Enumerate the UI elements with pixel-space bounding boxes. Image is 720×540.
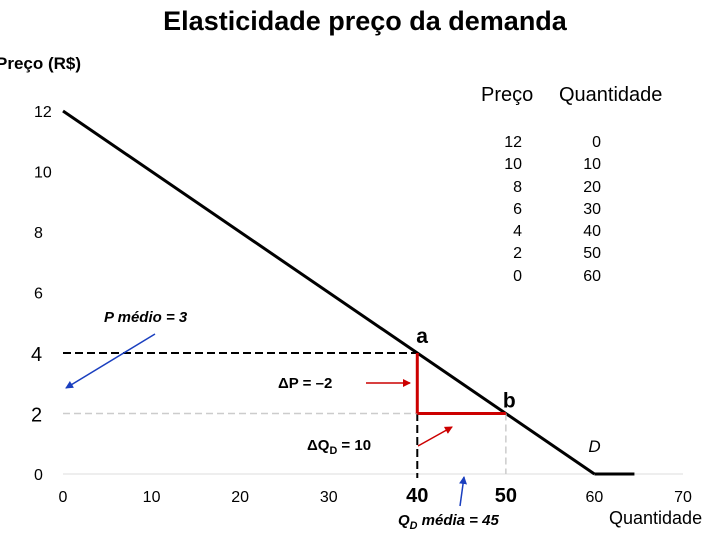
table-cell-quantity: 50 bbox=[583, 245, 601, 263]
demand-line bbox=[62, 109, 596, 476]
table-cell-price: 8 bbox=[513, 178, 522, 196]
table-cell-price: 6 bbox=[513, 200, 522, 218]
chart-title: Elasticidade preço da demanda bbox=[163, 6, 567, 36]
table-cell-quantity: 60 bbox=[583, 267, 601, 285]
y-tick-label: 12 bbox=[34, 104, 52, 121]
annotation-p-medio: P médio = 3 bbox=[104, 309, 188, 326]
annotation-q-media: QD média = 45 bbox=[398, 512, 499, 532]
x-tick-label: 30 bbox=[320, 489, 338, 506]
y-tick-label: 10 bbox=[34, 165, 52, 182]
table-cell-price: 2 bbox=[513, 245, 522, 263]
x-tick-label: 50 bbox=[495, 485, 517, 507]
point-label-b: b bbox=[503, 390, 516, 413]
table-cell-price: 0 bbox=[513, 267, 522, 285]
y-tick-label: 0 bbox=[34, 467, 43, 484]
x-tick-label: 0 bbox=[59, 489, 68, 506]
y-tick-label: 2 bbox=[31, 405, 42, 427]
y-tick-label: 4 bbox=[31, 344, 42, 366]
table-cell-quantity: 30 bbox=[583, 200, 601, 218]
table-cell-price: 4 bbox=[513, 223, 522, 241]
annotation-delta-p: ΔP = –2 bbox=[278, 375, 332, 392]
x-tick-label: 60 bbox=[586, 489, 604, 506]
point-label-a: a bbox=[416, 325, 428, 348]
annotation-delta-q: ΔQD = 10 bbox=[307, 437, 371, 457]
arrow-q-media bbox=[459, 476, 468, 507]
x-tick-label: 20 bbox=[231, 489, 249, 506]
table-cell-quantity: 20 bbox=[583, 178, 601, 196]
table-header-price: Preço bbox=[481, 84, 534, 106]
x-tick-label: 10 bbox=[143, 489, 161, 506]
table-cell-quantity: 40 bbox=[583, 223, 601, 241]
x-tick-label: 70 bbox=[674, 489, 692, 506]
arrow-delta-q bbox=[417, 426, 453, 447]
arrow-p-medio bbox=[65, 333, 156, 389]
y-tick-label: 6 bbox=[34, 286, 43, 303]
table-cell-price: 12 bbox=[504, 134, 522, 151]
table-cell-price: 10 bbox=[504, 156, 522, 174]
table-column-quantity: 0 10 20 30 40 50 60 bbox=[560, 132, 601, 288]
table-column-price: 12 10 8 6 4 2 0 bbox=[470, 132, 522, 288]
y-tick-label: 8 bbox=[34, 225, 43, 242]
series-label: D bbox=[588, 437, 600, 456]
y-axis-label: Preço (R$) bbox=[0, 54, 82, 73]
table-header-quantity: Quantidade bbox=[559, 84, 663, 106]
table-cell-quantity: 0 bbox=[592, 134, 601, 151]
table-cell-quantity: 10 bbox=[583, 156, 601, 174]
x-axis-label: Quantidade bbox=[609, 508, 703, 528]
x-tick-label: 40 bbox=[406, 485, 428, 507]
